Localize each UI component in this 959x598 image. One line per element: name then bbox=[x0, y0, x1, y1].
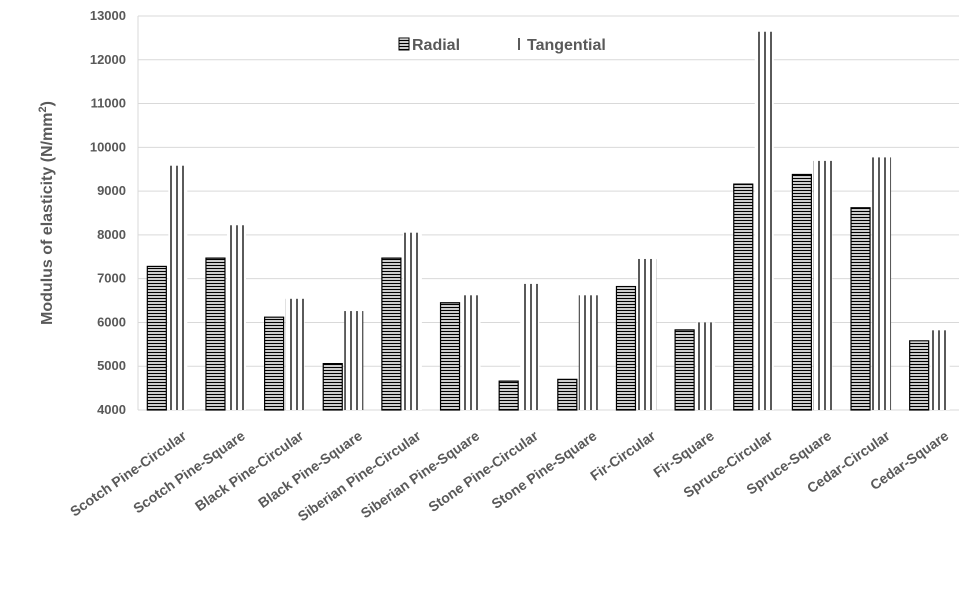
x-tick-label-black-pine-circular: Black Pine-Circular bbox=[192, 427, 307, 514]
gridlines bbox=[138, 15, 959, 411]
bar-tangential-cedar-circular bbox=[872, 157, 892, 410]
y-axis-title: Modulus of elasticity (N/mm2) bbox=[37, 101, 56, 325]
bar-radial-black-pine-circular bbox=[264, 316, 285, 411]
y-tick-label-8000: 8000 bbox=[97, 227, 126, 242]
bar-radial-spruce-circular bbox=[733, 183, 754, 411]
bar-tangential-black-pine-square bbox=[344, 311, 364, 410]
y-axis-title-superscript: 2 bbox=[37, 106, 49, 112]
bar-tangential-spruce-circular bbox=[754, 31, 774, 410]
x-tick-label-black-pine-square: Black Pine-Square bbox=[255, 427, 365, 511]
legend-label-radial: Radial bbox=[412, 37, 460, 54]
y-axis-ticks: 4000 5000 6000 7000 8000 9000 10000 11000 12000 1… bbox=[90, 8, 126, 417]
y-tick-label-5000: 5000 bbox=[97, 358, 126, 373]
x-tick-label-fir-circular: Fir-Circular bbox=[587, 427, 658, 484]
y-axis-title-end: ) bbox=[39, 101, 56, 106]
legend-label-tangential: Tangential bbox=[527, 37, 606, 54]
y-tick-label-12000: 12000 bbox=[90, 52, 126, 67]
bar-radial-siberian-pine-square bbox=[439, 302, 461, 411]
y-axis-title-main: Modulus of elasticity (N/mm bbox=[39, 112, 56, 324]
x-tick-label-scotch-pine-square: Scotch Pine-Square bbox=[130, 427, 248, 516]
bar-tangential-black-pine-circular bbox=[285, 298, 305, 410]
bar-radial-stone-pine-square bbox=[557, 378, 578, 411]
bar-tangential-spruce-square bbox=[813, 160, 833, 410]
y-tick-label-9000: 9000 bbox=[97, 183, 126, 198]
bars bbox=[146, 31, 950, 411]
bar-tangential-siberian-pine-square bbox=[461, 295, 481, 410]
y-tick-label-11000: 11000 bbox=[91, 96, 126, 111]
bar-radial-spruce-square bbox=[791, 173, 812, 411]
y-tick-label-4000: 4000 bbox=[97, 402, 126, 417]
x-tick-label-scotch-pine-circular: Scotch Pine-Circular bbox=[67, 427, 189, 519]
bar-tangential-scotch-pine-square bbox=[226, 225, 246, 410]
bar-radial-scotch-pine-circular bbox=[146, 265, 167, 411]
bar-tangential-stone-pine-circular bbox=[520, 283, 540, 410]
bar-tangential-fir-circular bbox=[637, 258, 657, 410]
legend: Radial Tangential bbox=[398, 37, 606, 54]
bar-radial-stone-pine-circular bbox=[498, 380, 519, 411]
bar-tangential-fir-square bbox=[696, 322, 716, 410]
x-tick-label-stone-pine-circular: Stone Pine-Circular bbox=[425, 427, 541, 515]
bar-tangential-scotch-pine-circular bbox=[168, 165, 188, 410]
bar-radial-siberian-pine-circular bbox=[381, 257, 402, 411]
bar-radial-fir-circular bbox=[615, 285, 637, 411]
bar-tangential-cedar-square bbox=[930, 330, 950, 410]
y-tick-label-7000: 7000 bbox=[97, 271, 126, 286]
bar-radial-cedar-square bbox=[909, 340, 930, 411]
bar-radial-fir-square bbox=[674, 329, 695, 411]
legend-swatch-radial bbox=[398, 37, 410, 51]
x-tick-label-stone-pine-square: Stone Pine-Square bbox=[488, 427, 599, 512]
bar-radial-black-pine-square bbox=[322, 362, 343, 411]
bar-tangential-siberian-pine-circular bbox=[402, 232, 422, 410]
y-tick-label-10000: 10000 bbox=[90, 139, 126, 154]
y-tick-label-13000: 13000 bbox=[90, 8, 126, 23]
legend-swatch-tangential bbox=[514, 38, 520, 50]
bar-radial-cedar-circular bbox=[850, 207, 871, 411]
bar-radial-scotch-pine-square bbox=[205, 257, 226, 411]
bar-tangential-stone-pine-square bbox=[578, 295, 598, 410]
y-tick-label-6000: 6000 bbox=[97, 314, 126, 329]
